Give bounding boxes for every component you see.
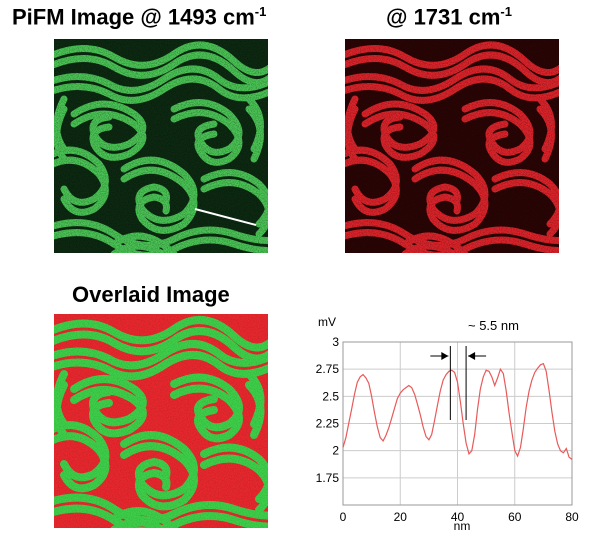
pifm-green-speckle [54,39,268,253]
second-image-title: @ 1731 cm-1 [386,4,512,30]
x-tick-labels: 0 20 40 60 80 [340,510,579,524]
overlay-image-title: Overlaid Image [72,282,230,308]
pifm-image-title-exponent: -1 [254,4,267,19]
second-image-title-exponent: -1 [500,4,512,19]
y-tick-label: 2.5 [322,389,339,403]
y-tick-label: 2 [332,444,339,458]
pifm-image-title-text: PiFM Image @ 1493 cm [12,4,255,30]
y-tick-label: 2.25 [316,417,340,431]
line-profile-chart: 1.75 2 2.25 2.5 2.75 3 0 20 40 60 80 mV nm ~ 5.5 … [316,315,579,533]
second-image-red [345,39,559,253]
red-speckle [345,39,559,253]
y-tick-label: 3 [332,335,339,349]
x-tick-label: 40 [451,510,465,524]
x-axis-label: nm [454,519,471,533]
x-tick-label: 80 [565,510,579,524]
profile-line [342,362,573,460]
right-arrow-head [468,352,476,360]
overlay-image-title-text: Overlaid Image [72,282,230,307]
width-annotation: ~ 5.5 nm [468,318,519,333]
pifm-image-title: PiFM Image @ 1493 cm-1 [12,4,266,30]
y-tick-label: 2.75 [316,362,340,376]
second-image-title-text: @ 1731 cm [386,4,501,30]
profile-marker-line [194,208,257,226]
left-arrow-head [441,352,449,360]
y-tick-label: 1.75 [316,471,340,485]
overlay-image [54,314,268,528]
width-markers [430,346,487,420]
y-tick-labels: 1.75 2 2.25 2.5 2.75 3 [316,335,340,485]
pifm-image-green [54,39,268,253]
overlay-speckle [54,314,268,528]
y-axis-label: mV [318,315,336,329]
plot-frame [342,341,573,506]
x-tick-label: 60 [508,510,522,524]
x-tick-label: 0 [340,510,347,524]
chart-grid [343,342,572,505]
x-tick-label: 20 [394,510,408,524]
